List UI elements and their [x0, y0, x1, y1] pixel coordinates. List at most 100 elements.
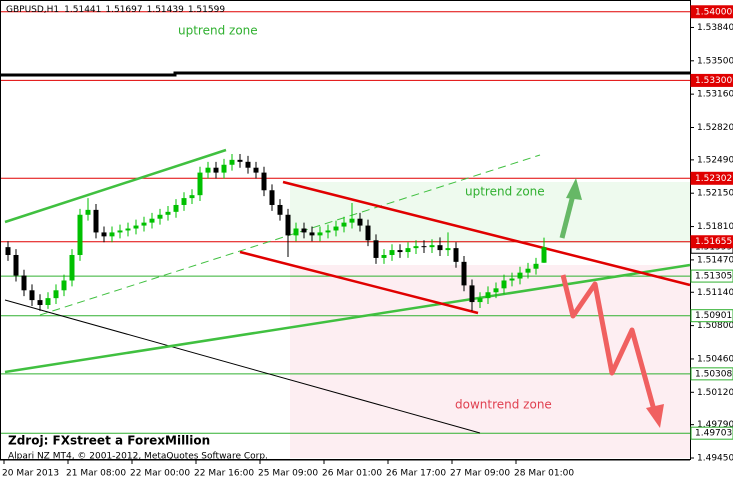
candle-body: [341, 222, 347, 227]
level-label-box: [690, 269, 733, 283]
x-tick-label: 20 Mar 2013: [2, 469, 59, 479]
candle-body: [117, 230, 123, 233]
candle-body: [29, 290, 35, 301]
down-arrow: [560, 274, 657, 411]
candle-body: [301, 228, 307, 233]
candle-body: [253, 167, 259, 173]
candle-body: [5, 247, 11, 255]
candle-body: [325, 230, 331, 233]
level-label-box: [690, 73, 733, 87]
channel-line: [239, 250, 479, 315]
candle-body: [269, 190, 275, 205]
y-tick-label: 1.52490: [697, 155, 733, 165]
level-label-box: [690, 171, 733, 185]
x-tick-label: 26 Mar 01:00: [322, 469, 382, 479]
y-tick-label: 1.52820: [697, 123, 733, 133]
channel-line: [282, 180, 691, 287]
candle-body: [405, 248, 411, 253]
y-tick-label: 1.50800: [697, 321, 733, 331]
x-tick-label: 22 Mar 00:00: [130, 469, 190, 479]
candle-body: [53, 290, 59, 299]
annotation: uptrend zone: [465, 185, 545, 199]
down-arrow-head: [646, 404, 664, 428]
candle-body: [429, 245, 435, 248]
x-tick-label: 25 Mar 09:00: [258, 469, 318, 479]
candle-body: [373, 240, 379, 258]
candle-body: [485, 292, 491, 299]
level-label: 1.54000: [695, 7, 732, 17]
candle-body: [285, 214, 291, 236]
annotation: uptrend zone: [178, 24, 258, 38]
candle-body: [61, 280, 67, 291]
candle-body: [477, 298, 483, 303]
annotation: downtrend zone: [455, 398, 552, 412]
candle-body: [85, 209, 91, 215]
x-tick-label: 28 Mar 01:00: [514, 469, 574, 479]
candle-body: [213, 167, 219, 173]
candle-body: [77, 214, 83, 255]
y-tick-label: 1.49450: [697, 454, 733, 464]
candle-body: [293, 228, 299, 236]
axes: 1.53840 1.53500 1.53160 1.52820 1.52490 1.521…: [0, 5, 733, 479]
candle-body: [237, 159, 243, 162]
candle-body: [93, 209, 99, 233]
y-tick-label: 1.51810: [697, 222, 733, 232]
level-label: 1.50308: [695, 369, 732, 379]
level-label-box: [690, 5, 733, 19]
y-tick-label: 1.49790: [697, 420, 733, 430]
candle-body: [517, 272, 523, 279]
up-arrow: [559, 194, 576, 239]
level-label: 1.50901: [695, 311, 732, 321]
candle-body: [317, 232, 323, 236]
candle-body: [149, 218, 155, 223]
candle-body: [141, 222, 147, 226]
y-tick-label: 1.51470: [697, 255, 733, 265]
candle-body: [181, 198, 187, 205]
candle-body: [461, 261, 467, 286]
candle-body: [309, 232, 315, 236]
candle-body: [389, 250, 395, 255]
resistance-line: [1, 71, 690, 77]
candle-body: [509, 278, 515, 281]
x-tick-label: 22 Mar 16:00: [194, 469, 254, 479]
candle-body: [533, 263, 539, 269]
candle-body: [541, 247, 547, 263]
candle-body: [365, 225, 371, 241]
candle-body: [125, 228, 131, 231]
up-arrow-head: [566, 178, 582, 200]
level-label-box: [690, 235, 733, 249]
candle-body: [333, 226, 339, 231]
candle-body: [413, 246, 419, 249]
level-label-box: [690, 309, 733, 323]
candle-body: [221, 164, 227, 173]
trend-line: [4, 263, 691, 374]
candle-body: [45, 298, 51, 306]
level-label: 1.51305: [695, 272, 732, 282]
candle-body: [525, 268, 531, 273]
candle-body: [445, 248, 451, 251]
candle-body: [101, 232, 107, 237]
copyright: Alpari NZ MT4, © 2001-2012, MetaQuotes S…: [8, 452, 268, 462]
candle-body: [37, 300, 43, 306]
candle-body: [357, 218, 363, 226]
candle-body: [277, 204, 283, 215]
candle-body: [21, 275, 27, 291]
level-label-box: [690, 426, 733, 440]
x-tick-label: 26 Mar 17:00: [386, 469, 446, 479]
source: Zdroj: FXstreet a ForexMillion: [8, 434, 210, 448]
trend-line: [4, 148, 227, 224]
candles: [5, 153, 547, 311]
level-label-box: [690, 367, 733, 381]
candle-body: [205, 167, 211, 173]
trend-line: [4, 299, 481, 434]
candle-body: [453, 248, 459, 262]
candle-body: [349, 218, 355, 223]
level-label: 1.53300: [695, 76, 732, 86]
y-tick-label: 1.52150: [697, 189, 733, 199]
x-tick-label: 27 Mar 09:00: [450, 469, 510, 479]
candle-body: [437, 245, 443, 251]
candle-body: [261, 172, 267, 191]
candle-body: [501, 280, 507, 289]
level-label: 1.49703: [695, 429, 732, 439]
candle-body: [397, 250, 403, 253]
